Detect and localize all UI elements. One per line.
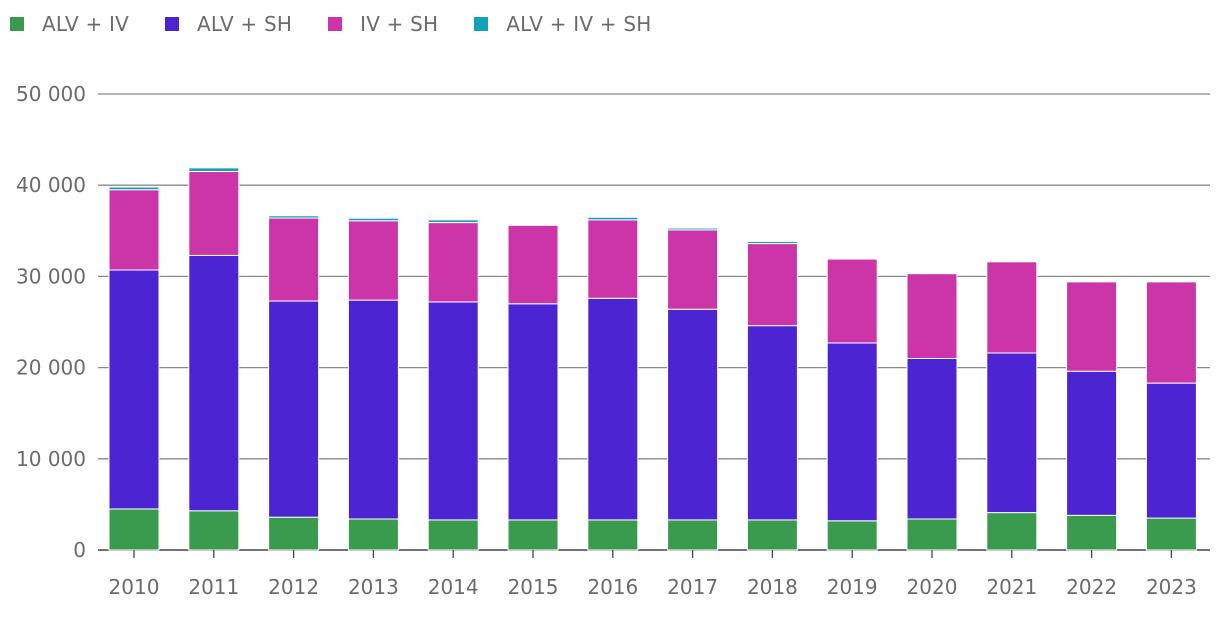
legend-label-alv-iv: ALV + IV — [42, 12, 129, 36]
bar-2011-series-1[interactable] — [188, 254, 240, 512]
bar-2018-series-1[interactable] — [746, 325, 798, 521]
x-tick-label: 2010 — [109, 575, 160, 599]
x-tick-label: 2021 — [986, 575, 1037, 599]
bar-2023-series-0[interactable] — [1145, 517, 1197, 551]
bar-2010-series-0[interactable] — [108, 508, 160, 551]
y-tick-label: 30 000 — [16, 264, 86, 288]
x-axis-ticks: 2010 2011 2012 2013 2014 2015 2016 2017 2018 2019… — [109, 550, 1197, 599]
bar-2017-series-0[interactable] — [667, 519, 719, 551]
x-tick-label: 2012 — [268, 575, 319, 599]
bar-2021-series-1[interactable] — [986, 352, 1038, 514]
bar-2011-series-3[interactable] — [188, 167, 240, 173]
x-tick-label: 2022 — [1066, 575, 1117, 599]
bar-2020-series-0[interactable] — [906, 518, 958, 551]
y-tick-label: 20 000 — [16, 356, 86, 380]
y-tick-label: 50 000 — [16, 82, 86, 106]
bar-2011-series-2[interactable] — [188, 171, 240, 256]
bar-2015-series-0[interactable] — [507, 519, 559, 551]
x-tick-label: 2018 — [747, 575, 798, 599]
bar-2014-series-0[interactable] — [427, 519, 479, 551]
legend: ALV + IV ALV + SH IV + SH ALV + IV + SH — [10, 12, 687, 36]
legend-item-alv-iv-sh[interactable]: ALV + IV + SH — [474, 12, 651, 36]
bar-2018-series-0[interactable] — [746, 519, 798, 551]
bar-2013-series-0[interactable] — [347, 518, 399, 551]
x-tick-label: 2015 — [508, 575, 559, 599]
bar-2017-series-1[interactable] — [667, 308, 719, 521]
bar-2011-series-0[interactable] — [188, 510, 240, 551]
y-tick-label: 0 — [73, 538, 86, 562]
bars — [108, 167, 1197, 551]
y-axis-ticks: 0 10 000 20 000 30 000 40 000 50 000 — [16, 82, 86, 562]
bar-2021-series-2[interactable] — [986, 261, 1038, 354]
x-tick-label: 2016 — [587, 575, 638, 599]
bar-2023-series-1[interactable] — [1145, 382, 1197, 519]
x-tick-label: 2019 — [827, 575, 878, 599]
bar-2017-series-2[interactable] — [667, 229, 719, 310]
bar-2016-series-2[interactable] — [587, 219, 639, 299]
bar-2012-series-2[interactable] — [268, 217, 320, 302]
bar-2018-series-2[interactable] — [746, 243, 798, 327]
bar-2022-series-2[interactable] — [1066, 281, 1118, 372]
bar-2010-series-3[interactable] — [108, 186, 160, 191]
bar-2016-series-1[interactable] — [587, 297, 639, 521]
bar-2021-series-0[interactable] — [986, 512, 1038, 551]
legend-swatch-alv-iv-sh — [474, 17, 489, 31]
bar-2019-series-2[interactable] — [826, 258, 878, 344]
bar-2012-series-3[interactable] — [268, 215, 320, 219]
x-tick-label: 2013 — [348, 575, 399, 599]
bar-2023-series-2[interactable] — [1145, 281, 1197, 384]
legend-item-iv-sh[interactable]: IV + SH — [328, 12, 438, 36]
legend-item-alv-sh[interactable]: ALV + SH — [164, 12, 293, 36]
y-tick-label: 40 000 — [16, 173, 86, 197]
bar-2019-series-0[interactable] — [826, 520, 878, 551]
bar-2014-series-3[interactable] — [427, 219, 479, 224]
legend-item-alv-iv[interactable]: ALV + IV — [10, 12, 129, 36]
bar-2013-series-2[interactable] — [347, 220, 399, 301]
bar-2016-series-3[interactable] — [587, 216, 639, 221]
legend-label-iv-sh: IV + SH — [360, 12, 439, 36]
y-tick-label: 10 000 — [16, 447, 86, 471]
bar-2013-series-1[interactable] — [347, 299, 399, 520]
bar-2016-series-0[interactable] — [587, 519, 639, 551]
bar-2022-series-1[interactable] — [1066, 370, 1118, 516]
legend-label-alv-iv-sh: ALV + IV + SH — [506, 12, 652, 36]
legend-swatch-iv-sh — [328, 17, 343, 31]
bar-2015-series-1[interactable] — [507, 303, 559, 521]
bar-2022-series-0[interactable] — [1066, 514, 1118, 551]
gridlines — [98, 93, 1210, 551]
bar-2010-series-2[interactable] — [108, 189, 160, 271]
x-tick-label: 2017 — [667, 575, 718, 599]
legend-swatch-alv-iv — [10, 17, 24, 31]
bar-2015-series-2[interactable] — [507, 224, 559, 305]
x-tick-label: 2011 — [188, 575, 239, 599]
bar-2013-series-3[interactable] — [347, 217, 399, 222]
x-tick-label: 2014 — [428, 575, 479, 599]
legend-label-alv-sh: ALV + SH — [196, 12, 293, 36]
bar-2014-series-1[interactable] — [427, 301, 479, 521]
bar-2019-series-1[interactable] — [826, 342, 878, 522]
bar-2014-series-2[interactable] — [427, 222, 479, 303]
bar-2018-series-3[interactable] — [746, 240, 798, 245]
bar-2010-series-1[interactable] — [108, 269, 160, 510]
x-tick-label: 2020 — [907, 575, 958, 599]
bar-2020-series-1[interactable] — [906, 357, 958, 520]
bar-2020-series-2[interactable] — [906, 273, 958, 359]
legend-swatch-alv-sh — [164, 17, 179, 31]
bar-2012-series-1[interactable] — [268, 300, 320, 518]
bar-2012-series-0[interactable] — [268, 516, 320, 551]
bar-2017-series-3[interactable] — [667, 227, 719, 231]
x-tick-label: 2023 — [1146, 575, 1197, 599]
